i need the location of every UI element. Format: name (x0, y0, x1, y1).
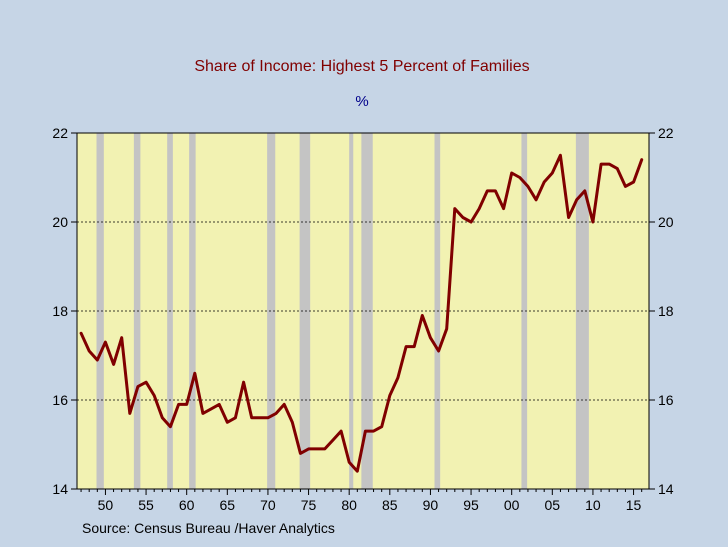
series-line (79, 153, 644, 473)
x-tick-label: 75 (301, 497, 317, 513)
x-tick-label: 70 (260, 497, 276, 513)
x-tick-label: 85 (382, 497, 398, 513)
recession-band (96, 133, 104, 489)
x-tick-label: 50 (98, 497, 114, 513)
x-tick-label: 05 (545, 497, 561, 513)
y-tick-label: 18 (52, 303, 68, 319)
x-tick-label: 60 (179, 497, 195, 513)
x-tick-label: 10 (585, 497, 601, 513)
recession-band (361, 133, 373, 489)
recession-band (299, 133, 311, 489)
y-tick-label-right: 22 (658, 125, 674, 141)
series-layer (79, 153, 644, 473)
x-tick-label: 80 (341, 497, 357, 513)
recession-band (189, 133, 196, 489)
x-tick-label: 55 (138, 497, 154, 513)
x-axis: 50 55 60 65 70 75 80 85 90 95 00 05 10 15 (80, 489, 643, 513)
recession-band (521, 133, 528, 489)
gridlines (77, 221, 649, 401)
y-tick-label-right: 16 (658, 392, 674, 408)
x-tick-label: 65 (220, 497, 236, 513)
y-tick-label-right: 20 (658, 214, 674, 230)
chart-title: Share of Income: Highest 5 Percent of Fa… (194, 58, 529, 75)
y-tick-label: 14 (52, 481, 68, 497)
x-tick-label: 90 (423, 497, 439, 513)
right-y-axis: 14 16 18 20 22 (649, 125, 674, 497)
y-tick-label-right: 18 (658, 303, 674, 319)
source-note: Source: Census Bureau /Haver Analytics (82, 520, 335, 536)
y-tick-label: 16 (52, 392, 68, 408)
recession-band (267, 133, 276, 489)
chart-subtitle: % (355, 93, 368, 110)
left-y-axis: 14 16 18 20 22 (52, 125, 77, 497)
x-tick-label: 95 (463, 497, 479, 513)
y-tick-label: 20 (52, 214, 68, 230)
x-tick-label: 15 (626, 497, 642, 513)
y-tick-label-right: 14 (658, 481, 674, 497)
y-tick-label: 22 (52, 125, 68, 141)
x-tick-label: 00 (504, 497, 520, 513)
recession-band (349, 133, 354, 489)
